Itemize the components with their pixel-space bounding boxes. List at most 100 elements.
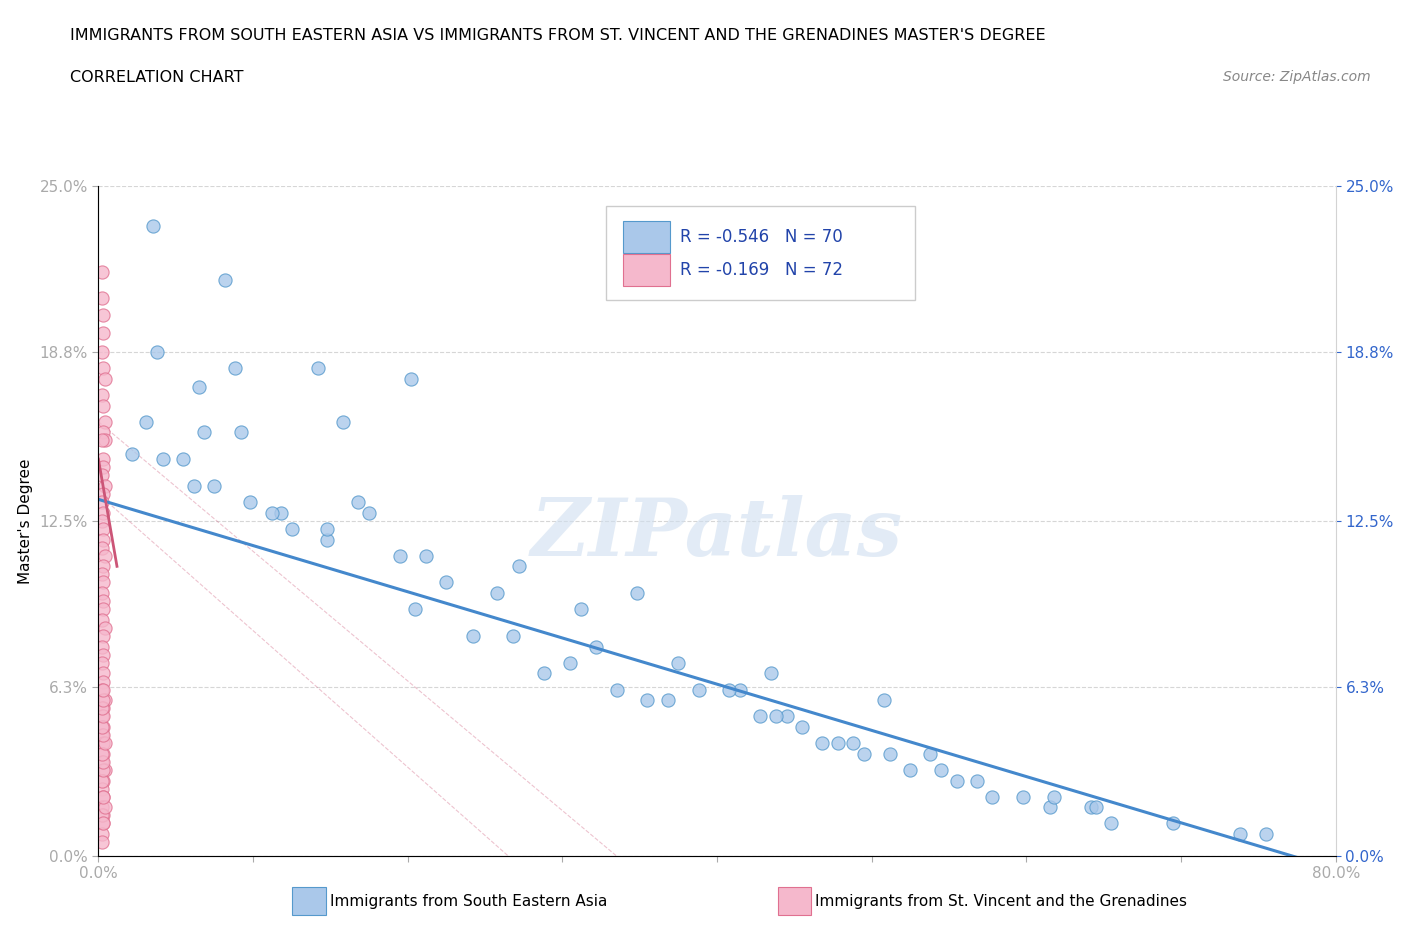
Point <box>239 495 262 510</box>
Y-axis label: Master's Degree: Master's Degree <box>18 458 32 583</box>
Point <box>461 629 484 644</box>
Point <box>93 736 115 751</box>
Point <box>91 816 114 830</box>
Point <box>357 505 380 520</box>
Point <box>332 414 354 429</box>
Text: ZIPatlas: ZIPatlas <box>531 496 903 573</box>
Point <box>91 736 114 751</box>
Point <box>91 559 114 574</box>
Text: Immigrants from St. Vincent and the Grenadines: Immigrants from St. Vincent and the Gren… <box>815 894 1188 909</box>
Point <box>790 720 813 735</box>
Point <box>90 540 112 555</box>
Point <box>152 452 174 467</box>
Point <box>1229 827 1251 842</box>
Point <box>508 559 530 574</box>
Point <box>91 522 114 537</box>
Point <box>307 361 329 376</box>
Point <box>93 763 115 777</box>
Point <box>90 682 112 697</box>
Point <box>91 773 114 788</box>
Point <box>436 575 458 590</box>
Point <box>93 371 115 386</box>
Point <box>718 682 741 697</box>
Point <box>91 361 114 376</box>
Point <box>90 720 112 735</box>
FancyBboxPatch shape <box>623 254 671 286</box>
Point <box>93 620 115 635</box>
Point <box>91 425 114 440</box>
Point <box>920 747 942 762</box>
Point <box>91 727 114 742</box>
Point <box>1161 816 1184 830</box>
Point <box>142 219 165 233</box>
Point <box>91 701 114 716</box>
Point <box>90 701 112 716</box>
Point <box>91 326 114 340</box>
Point <box>91 398 114 413</box>
Point <box>90 613 112 628</box>
Point <box>1085 800 1108 815</box>
Point <box>91 808 114 823</box>
Point <box>173 452 195 467</box>
Point <box>1099 816 1122 830</box>
Point <box>730 682 752 697</box>
Point <box>93 433 115 448</box>
Point <box>90 754 112 769</box>
Text: IMMIGRANTS FROM SOUTH EASTERN ASIA VS IMMIGRANTS FROM ST. VINCENT AND THE GRENAD: IMMIGRANTS FROM SOUTH EASTERN ASIA VS IM… <box>70 28 1046 43</box>
Point <box>761 666 783 681</box>
Point <box>146 345 169 360</box>
Point <box>776 709 799 724</box>
Point <box>260 505 283 520</box>
Point <box>121 446 143 461</box>
Point <box>281 522 304 537</box>
Point <box>91 459 114 474</box>
Point <box>415 548 437 563</box>
Point <box>347 495 370 510</box>
Point <box>91 693 114 708</box>
Point <box>981 790 1004 804</box>
Point <box>193 425 215 440</box>
Text: R = -0.546   N = 70: R = -0.546 N = 70 <box>681 228 842 246</box>
Point <box>626 586 648 601</box>
Point <box>90 388 112 403</box>
Point <box>569 602 592 617</box>
Text: CORRELATION CHART: CORRELATION CHART <box>70 70 243 85</box>
Point <box>90 291 112 306</box>
Point <box>90 495 112 510</box>
Point <box>93 693 115 708</box>
Point <box>90 345 112 360</box>
Point <box>91 720 114 735</box>
FancyBboxPatch shape <box>623 220 671 253</box>
Point <box>90 781 112 796</box>
Point <box>224 361 246 376</box>
Point <box>931 763 953 777</box>
Point <box>91 674 114 689</box>
Point <box>90 727 112 742</box>
Point <box>90 639 112 654</box>
Point <box>946 773 969 788</box>
Point <box>90 656 112 671</box>
Point <box>388 548 412 563</box>
Text: Immigrants from South Eastern Asia: Immigrants from South Eastern Asia <box>330 894 607 909</box>
Point <box>842 736 865 751</box>
Point <box>533 666 555 681</box>
Point <box>636 693 658 708</box>
Point <box>91 682 114 697</box>
Point <box>91 754 114 769</box>
Point <box>765 709 787 724</box>
Point <box>91 593 114 608</box>
Point <box>399 371 422 386</box>
Point <box>183 479 205 494</box>
Point <box>606 682 628 697</box>
Point <box>560 656 582 671</box>
Point <box>93 414 115 429</box>
Point <box>873 693 896 708</box>
Point <box>316 532 339 547</box>
Text: Source: ZipAtlas.com: Source: ZipAtlas.com <box>1223 70 1371 84</box>
Point <box>204 479 226 494</box>
Point <box>91 790 114 804</box>
Point <box>1038 800 1062 815</box>
Point <box>811 736 834 751</box>
Point <box>486 586 509 601</box>
Point <box>90 808 112 823</box>
